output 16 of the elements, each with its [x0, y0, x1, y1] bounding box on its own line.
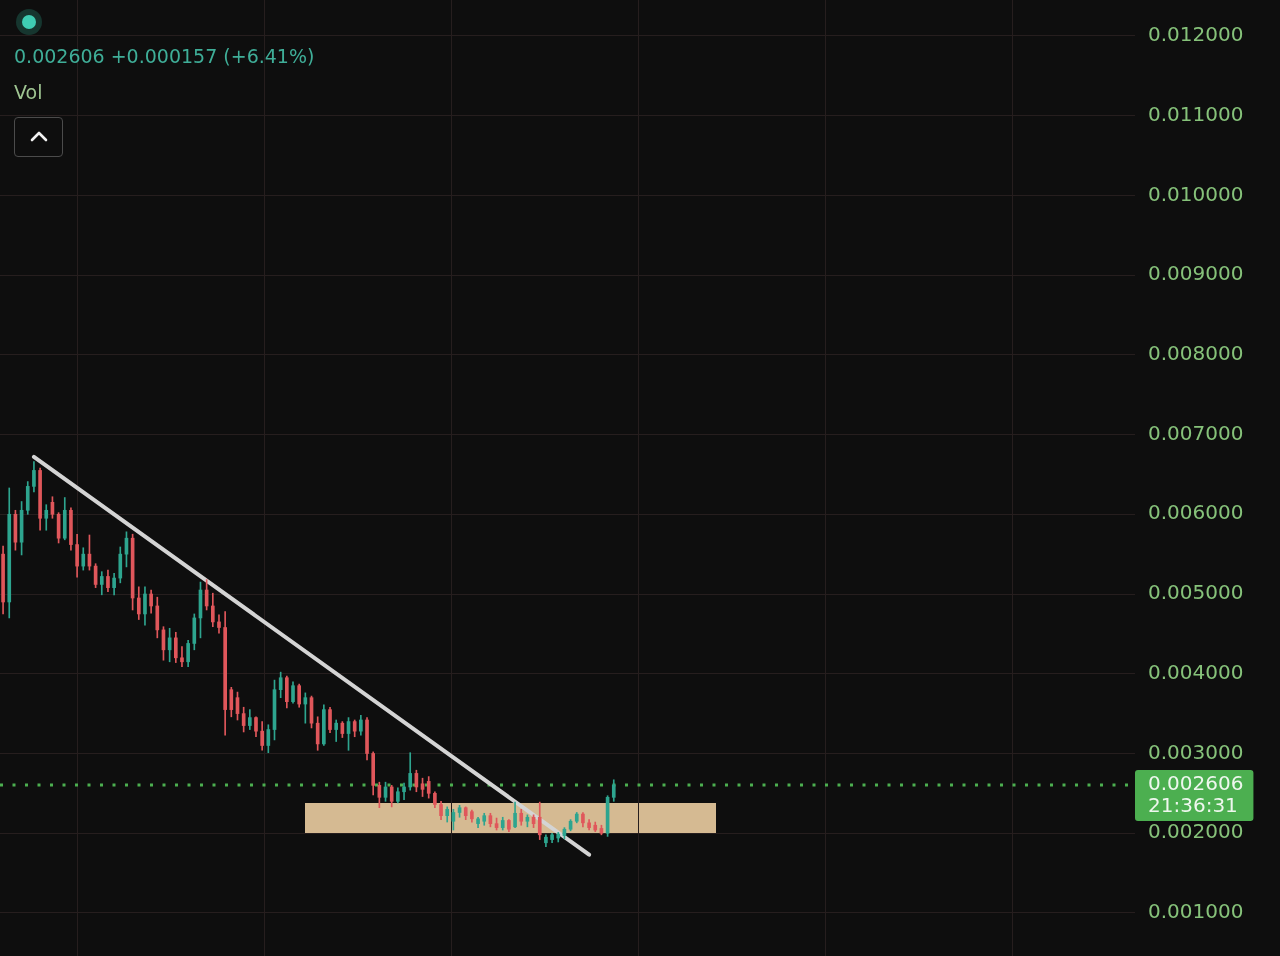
y-tick-label: 0.005000 — [1148, 580, 1244, 605]
y-tick-label: 0.004000 — [1148, 659, 1244, 684]
text: 21:36:31 — [1148, 793, 1238, 818]
y-tick-label: 0.003000 — [1148, 739, 1244, 764]
y-tick-label: 0.002000 — [1148, 819, 1244, 844]
y-tick-label: 0.001000 — [1148, 899, 1244, 924]
y-tick-label: 0.010000 — [1148, 181, 1244, 206]
text: Vol — [14, 80, 43, 104]
y-tick-label: 0.011000 — [1148, 101, 1244, 126]
y-tick-label: 0.012000 — [1148, 22, 1244, 47]
y-tick-label: 0.007000 — [1148, 420, 1244, 445]
y-tick-label: 0.006000 — [1148, 500, 1244, 525]
text: 0.002606 +0.000157 (+6.41%) — [14, 44, 315, 68]
y-tick-label: 0.008000 — [1148, 341, 1244, 366]
y-tick-label: 0.009000 — [1148, 261, 1244, 286]
ref-line-label: 0.002606 — [1148, 771, 1244, 796]
